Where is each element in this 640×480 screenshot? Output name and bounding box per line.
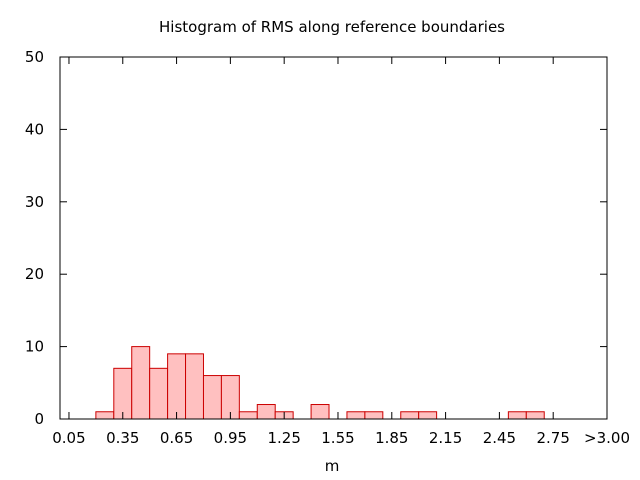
histogram-bar	[525, 411, 545, 420]
histogram-bar	[364, 411, 384, 420]
histogram-bar	[149, 367, 169, 420]
y-tick-label: 10	[25, 338, 44, 356]
x-tick-label: 2.75	[536, 429, 569, 447]
bars	[95, 346, 545, 420]
x-axis: 0.05 0.35 0.65 0.95 1.25 1.55 1.85 2.15 2.45 2.75…	[52, 57, 630, 447]
x-tick-label: 0.35	[106, 429, 139, 447]
plot-frame	[59, 56, 608, 420]
x-tick-label: 1.25	[267, 429, 300, 447]
y-axis: 0 10 20 30 40 50	[25, 48, 607, 428]
x-tick-label: 0.65	[160, 429, 193, 447]
histogram-bar	[418, 411, 438, 420]
y-tick-label: 40	[25, 120, 44, 138]
histogram-bar	[202, 375, 222, 420]
histogram-bar	[185, 353, 204, 420]
x-tick-label: >3.00	[584, 429, 630, 447]
histogram-bar	[113, 367, 133, 420]
histogram-bar	[310, 404, 330, 420]
histogram-bar	[400, 411, 420, 420]
histogram-bar	[507, 411, 527, 420]
x-tick-label: 0.95	[214, 429, 247, 447]
x-tick-label: 1.55	[321, 429, 354, 447]
histogram-bar	[238, 411, 258, 420]
histogram-bar	[95, 411, 115, 420]
x-tick-label: 0.05	[52, 429, 85, 447]
y-tick-label: 0	[34, 410, 44, 428]
x-axis-label: m	[325, 457, 340, 475]
chart-title: Histogram of RMS along reference boundar…	[159, 18, 505, 36]
x-tick-label: 2.15	[429, 429, 462, 447]
histogram-bar	[167, 353, 187, 420]
histogram-bar	[346, 411, 366, 420]
y-tick-label: 20	[25, 265, 44, 283]
y-tick-label: 30	[25, 193, 44, 211]
y-tick-label: 50	[25, 48, 44, 66]
x-tick-label: 1.85	[375, 429, 408, 447]
histogram-bar	[131, 346, 151, 420]
x-tick-label: 2.45	[483, 429, 516, 447]
histogram-bar	[256, 404, 276, 420]
